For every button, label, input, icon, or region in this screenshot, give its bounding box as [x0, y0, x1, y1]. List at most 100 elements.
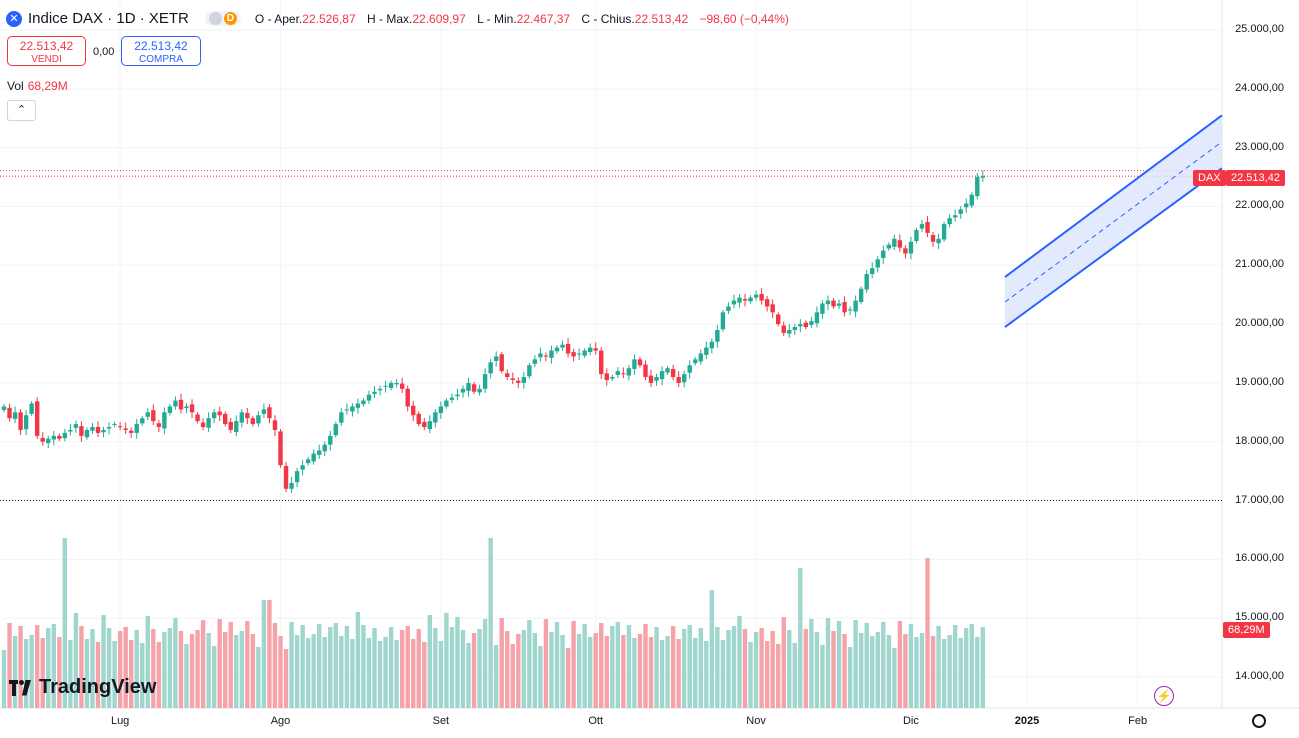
channel-fill — [1004, 115, 1222, 328]
candle-body — [350, 406, 355, 412]
candle-body — [809, 321, 814, 325]
candle-body — [355, 403, 361, 408]
candle-body — [881, 250, 886, 258]
candle-body — [57, 435, 62, 439]
candle-body — [245, 413, 250, 419]
volume-bar — [123, 627, 128, 708]
volume-bar — [173, 618, 178, 708]
volume-bar — [399, 630, 405, 708]
lightning-icon[interactable]: ⚡ — [1154, 686, 1174, 706]
candle-body — [549, 350, 554, 358]
candle-body — [73, 424, 79, 428]
candle-body — [101, 429, 106, 433]
candle-body — [687, 365, 692, 373]
tradingview-mark-icon — [9, 679, 33, 696]
volume-bar — [847, 647, 853, 708]
volume-bar — [648, 637, 654, 708]
high-label: H — [367, 11, 376, 26]
candle-body — [632, 359, 637, 369]
candle-body — [200, 422, 206, 428]
volume-bar — [372, 628, 377, 708]
volume-bar — [499, 618, 504, 708]
candle-body — [864, 274, 869, 290]
candle-body — [250, 418, 256, 425]
candle-body — [599, 350, 604, 375]
volume-bar — [366, 638, 372, 708]
volume-bar — [776, 644, 781, 708]
sell-price: 22.513,42 — [19, 39, 74, 53]
candle-body — [969, 194, 974, 206]
chart-header: ✕ Indice DAX · 1D · XETR D O - Aper.22.5… — [6, 10, 797, 27]
volume-bar — [234, 635, 239, 708]
candle-body — [339, 412, 344, 423]
candle-body — [776, 314, 781, 325]
volume-bar — [317, 624, 322, 708]
volume-bar — [383, 637, 388, 708]
gear-icon[interactable] — [1252, 714, 1266, 728]
volume-bar — [90, 629, 95, 708]
volume-bar — [493, 645, 499, 708]
candle-body — [294, 471, 300, 483]
tradingview-logo[interactable]: TradingView — [9, 676, 156, 699]
volume-bar — [870, 636, 875, 708]
symbol-title[interactable]: Indice DAX · 1D · XETR — [28, 10, 189, 27]
volume-bar — [305, 638, 311, 708]
volume-bar — [333, 623, 338, 708]
buy-label: COMPRA — [139, 54, 183, 65]
volume-bar — [438, 641, 444, 708]
volume-bar — [18, 626, 23, 708]
volume-bar — [720, 640, 726, 708]
volume-bar — [964, 628, 969, 708]
candle-body — [372, 391, 377, 394]
candle-body — [958, 209, 963, 214]
candle-body — [753, 294, 759, 298]
buy-button[interactable]: 22.513,42 COMPRA — [121, 36, 201, 66]
candle-body — [482, 374, 488, 389]
candle-body — [648, 375, 654, 383]
close-key: - Chius. — [593, 11, 635, 26]
sell-button[interactable]: 22.513,42 VENDI — [7, 36, 86, 66]
candle-body — [560, 344, 565, 348]
chevron-up-icon[interactable]: ⌃ — [7, 100, 36, 121]
volume-bar — [200, 620, 206, 708]
volume-bar — [787, 630, 792, 708]
volume-bar — [681, 629, 687, 708]
candle-body — [604, 373, 609, 380]
close-value: 22.513,42 — [634, 11, 689, 26]
volume-bar — [836, 621, 842, 708]
volume-bar — [737, 616, 742, 708]
candle-body — [444, 400, 449, 407]
volume-bar — [162, 632, 167, 708]
volume-bar — [980, 627, 986, 708]
candle-body — [90, 427, 95, 431]
candle-body — [333, 424, 338, 436]
candle-body — [576, 353, 582, 355]
symbol-logo-icon[interactable]: ✕ — [6, 10, 22, 27]
volume-bar — [184, 644, 189, 708]
candle-body — [676, 377, 681, 383]
volume-bar — [73, 613, 79, 708]
volume-bar — [903, 634, 908, 708]
volume-bar — [925, 558, 930, 708]
volume-bar — [875, 632, 880, 708]
candle-body — [726, 306, 731, 311]
volume-bar — [654, 627, 659, 708]
candle-body — [433, 412, 438, 423]
volume-bar — [947, 635, 952, 708]
candle-body — [40, 437, 45, 442]
market-status-pill[interactable]: D — [204, 11, 241, 26]
volume-bar — [825, 618, 831, 708]
spread-value: 0,00 — [93, 46, 115, 58]
candle-body — [34, 401, 40, 436]
time-tick-label: Ago — [270, 715, 291, 727]
candle-body — [256, 415, 261, 424]
candle-body — [488, 362, 493, 374]
candle-body — [825, 300, 831, 305]
volume-bar — [46, 628, 51, 708]
candle-body — [964, 203, 969, 208]
candle-body — [505, 373, 510, 378]
volume-bar — [864, 623, 869, 708]
candle-body — [195, 414, 200, 422]
volume-bar — [355, 612, 361, 708]
